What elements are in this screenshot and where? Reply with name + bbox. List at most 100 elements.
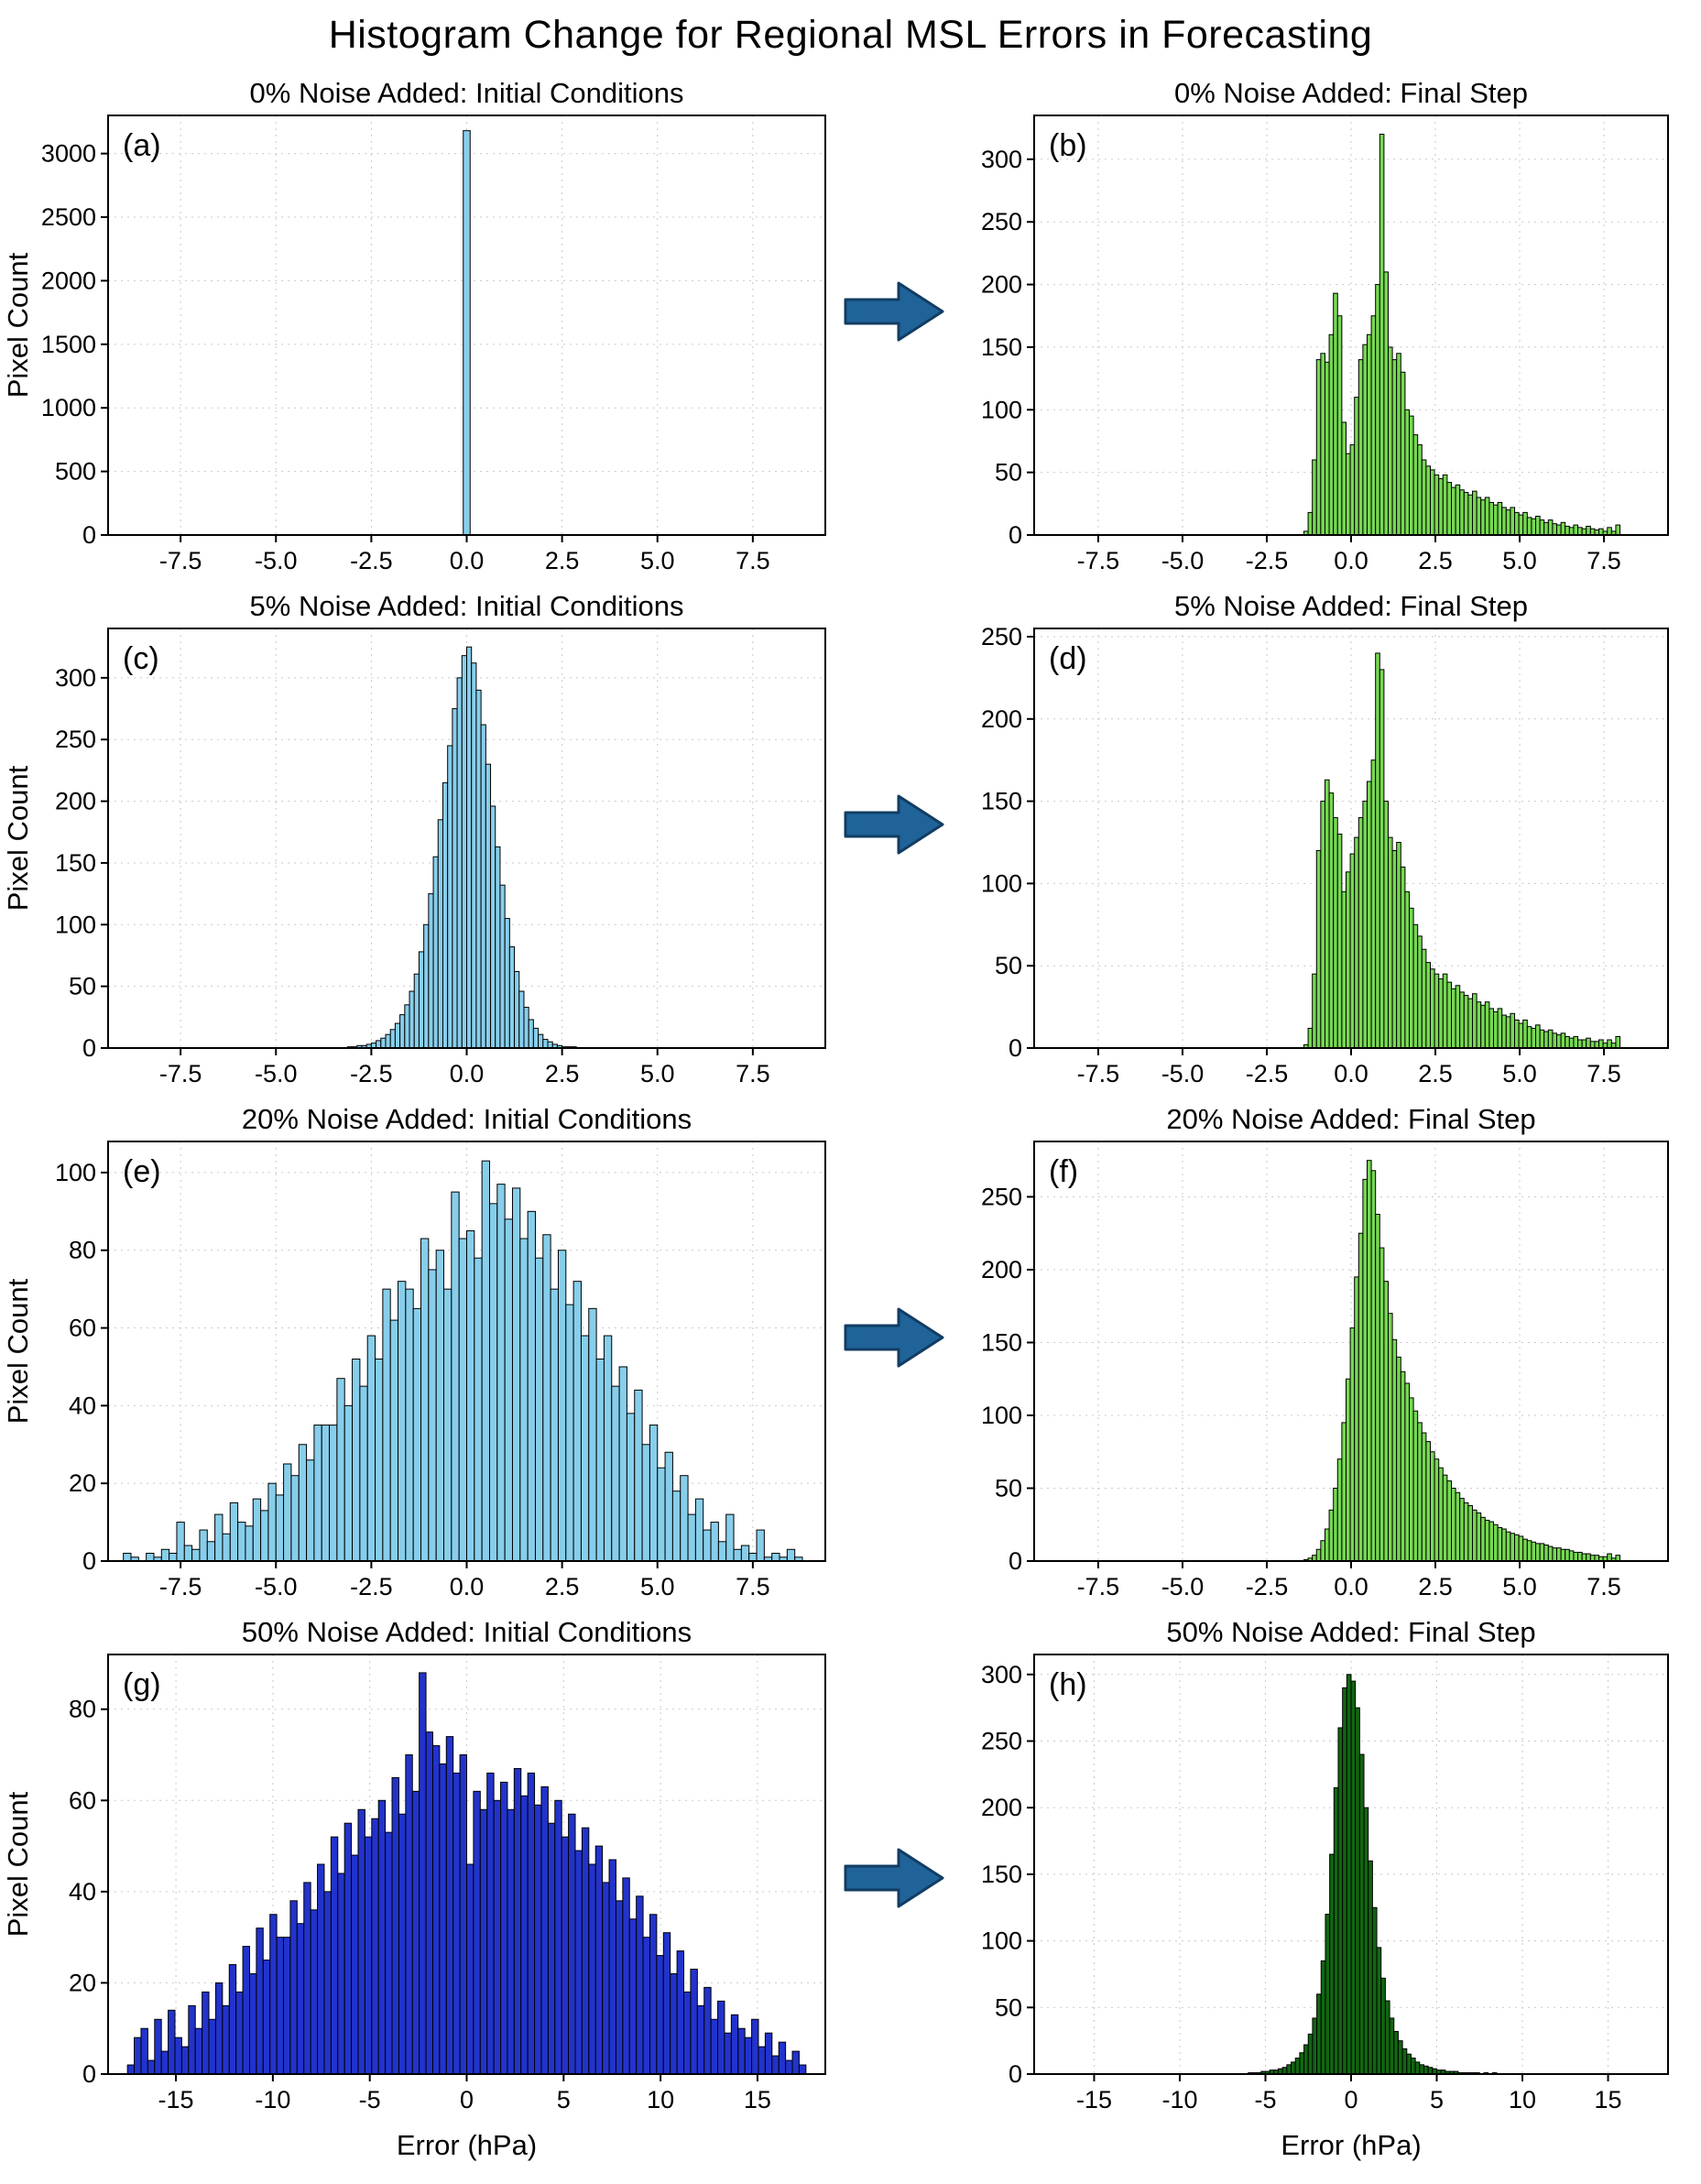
svg-text:-2.5: -2.5: [350, 1573, 393, 1600]
svg-text:0.0: 0.0: [450, 1060, 485, 1087]
row-5-noise: -7.5 -5.0 -2.5 0.0 2.5 5.0 7.5 0 50 100 150 200 250 3…: [0, 581, 1701, 1094]
svg-text:50: 50: [995, 952, 1022, 979]
arrow-right-icon: [844, 1307, 944, 1368]
svg-text:60: 60: [69, 1315, 96, 1342]
svg-text:-5: -5: [359, 2086, 381, 2113]
svg-text:150: 150: [981, 1861, 1022, 1888]
svg-text:5.0: 5.0: [640, 1060, 675, 1087]
svg-text:0: 0: [82, 521, 96, 549]
svg-text:150: 150: [55, 849, 96, 877]
chart-a: -7.5 -5.0 -2.5 0.0 2.5 5.0 7.5 0 500 1000 1500 2000…: [2, 77, 826, 574]
panel-f-cell: -7.5 -5.0 -2.5 0.0 2.5 5.0 7.5 0 50 100 150 200 250 2…: [950, 1094, 1683, 1607]
svg-text:200: 200: [981, 1256, 1022, 1283]
svg-text:-10: -10: [1161, 2086, 1197, 2113]
svg-text:50% Noise Added: Final Step: 50% Noise Added: Final Step: [1166, 1616, 1535, 1648]
svg-text:Pixel Count: Pixel Count: [2, 1278, 34, 1424]
svg-text:80: 80: [69, 1696, 96, 1723]
svg-text:-5.0: -5.0: [1161, 1573, 1205, 1600]
panel-b-cell: -7.5 -5.0 -2.5 0.0 2.5 5.0 7.5 0 50 100 150 200 250 3…: [950, 68, 1683, 581]
svg-text:-7.5: -7.5: [159, 547, 202, 574]
svg-text:0: 0: [1344, 2086, 1358, 2113]
svg-text:-2.5: -2.5: [1246, 1573, 1289, 1600]
arrow-cell-4: [838, 1839, 950, 1917]
svg-text:150: 150: [981, 788, 1022, 815]
svg-text:200: 200: [981, 705, 1022, 733]
svg-text:50: 50: [995, 1993, 1022, 2021]
svg-text:Error (hPa): Error (hPa): [397, 2129, 537, 2161]
svg-text:100: 100: [981, 1927, 1022, 1955]
arrow-right-icon: [844, 794, 944, 855]
svg-text:-2.5: -2.5: [350, 547, 393, 574]
svg-text:250: 250: [981, 1728, 1022, 1755]
svg-text:500: 500: [55, 458, 96, 486]
svg-text:-7.5: -7.5: [1077, 1573, 1120, 1600]
svg-text:5.0: 5.0: [1502, 1573, 1537, 1600]
chart-b: -7.5 -5.0 -2.5 0.0 2.5 5.0 7.5 0 50 100 150 200 250 3…: [981, 77, 1669, 574]
svg-text:(h): (h): [1049, 1667, 1087, 1702]
svg-text:-10: -10: [255, 2086, 290, 2113]
svg-text:Pixel Count: Pixel Count: [2, 765, 34, 911]
svg-text:2000: 2000: [41, 267, 96, 294]
panel-c-cell: -7.5 -5.0 -2.5 0.0 2.5 5.0 7.5 0 50 100 150 200 250 3…: [0, 581, 838, 1094]
svg-text:20: 20: [69, 1969, 96, 1996]
svg-text:5% Noise Added: Final Step: 5% Noise Added: Final Step: [1174, 590, 1528, 622]
figure-title: Histogram Change for Regional MSL Errors…: [328, 13, 1373, 57]
svg-text:5: 5: [557, 2086, 571, 2113]
svg-text:50: 50: [69, 973, 96, 1000]
svg-text:300: 300: [55, 664, 96, 692]
svg-text:2500: 2500: [41, 203, 96, 231]
svg-text:7.5: 7.5: [1587, 547, 1621, 574]
svg-text:0% Noise Added: Final Step: 0% Noise Added: Final Step: [1174, 77, 1528, 109]
svg-text:0.0: 0.0: [1334, 1060, 1368, 1087]
svg-text:60: 60: [69, 1786, 96, 1814]
svg-text:100: 100: [981, 396, 1022, 423]
svg-text:-2.5: -2.5: [1246, 1060, 1289, 1087]
svg-text:(e): (e): [123, 1154, 161, 1189]
svg-text:7.5: 7.5: [1587, 1573, 1621, 1600]
row-20-noise: -7.5 -5.0 -2.5 0.0 2.5 5.0 7.5 0 20 40 60 80 100 20% …: [0, 1094, 1701, 1607]
svg-text:100: 100: [55, 1159, 96, 1186]
svg-text:-7.5: -7.5: [159, 1060, 202, 1087]
svg-text:Error (hPa): Error (hPa): [1281, 2129, 1421, 2161]
panel-g-cell: -15 -10 -5 0 5 10 15 0 20 40 60 80 50% Noise Added: …: [0, 1607, 838, 2175]
svg-text:5.0: 5.0: [640, 547, 675, 574]
chart-e: -7.5 -5.0 -2.5 0.0 2.5 5.0 7.5 0 20 40 60 80 100 20% …: [2, 1103, 826, 1600]
svg-text:200: 200: [981, 271, 1022, 299]
svg-text:1500: 1500: [41, 331, 96, 358]
svg-text:1000: 1000: [41, 394, 96, 421]
svg-text:-7.5: -7.5: [1077, 1060, 1120, 1087]
arrow-cell-1: [838, 272, 950, 351]
svg-text:100: 100: [981, 869, 1022, 897]
svg-text:-15: -15: [1076, 2086, 1112, 2113]
svg-text:0% Noise Added: Initial Condit: 0% Noise Added: Initial Conditions: [250, 77, 684, 109]
svg-text:2.5: 2.5: [545, 1573, 580, 1600]
svg-text:20% Noise Added: Initial Condi: 20% Noise Added: Initial Conditions: [242, 1103, 692, 1135]
svg-text:40: 40: [69, 1392, 96, 1419]
chart-d: -7.5 -5.0 -2.5 0.0 2.5 5.0 7.5 0 50 100 150 200 250 5…: [981, 590, 1669, 1087]
svg-text:15: 15: [744, 2086, 771, 2113]
svg-text:100: 100: [981, 1402, 1022, 1429]
arrow-cell-3: [838, 1298, 950, 1377]
svg-text:-7.5: -7.5: [159, 1573, 202, 1600]
svg-text:40: 40: [69, 1878, 96, 1906]
svg-text:200: 200: [981, 1794, 1022, 1821]
svg-text:20% Noise Added: Final Step: 20% Noise Added: Final Step: [1166, 1103, 1535, 1135]
row-50-noise: -15 -10 -5 0 5 10 15 0 20 40 60 80 50% Noise Added: …: [0, 1607, 1701, 2175]
svg-text:250: 250: [981, 208, 1022, 235]
svg-text:-7.5: -7.5: [1077, 547, 1120, 574]
svg-text:0.0: 0.0: [450, 547, 485, 574]
svg-text:300: 300: [981, 1661, 1022, 1688]
svg-text:10: 10: [647, 2086, 674, 2113]
svg-text:20: 20: [69, 1469, 96, 1497]
svg-text:5.0: 5.0: [1502, 547, 1537, 574]
svg-text:250: 250: [55, 726, 96, 753]
svg-text:(f): (f): [1049, 1154, 1078, 1189]
svg-text:-5.0: -5.0: [255, 1060, 298, 1087]
svg-text:-5.0: -5.0: [255, 1573, 298, 1600]
svg-text:Pixel Count: Pixel Count: [2, 1791, 34, 1937]
svg-text:15: 15: [1595, 2086, 1622, 2113]
svg-text:50: 50: [995, 459, 1022, 486]
svg-text:80: 80: [69, 1237, 96, 1264]
row-0-noise: -7.5 -5.0 -2.5 0.0 2.5 5.0 7.5 0 500 1000 1500 2000…: [0, 68, 1701, 581]
svg-text:150: 150: [981, 333, 1022, 361]
